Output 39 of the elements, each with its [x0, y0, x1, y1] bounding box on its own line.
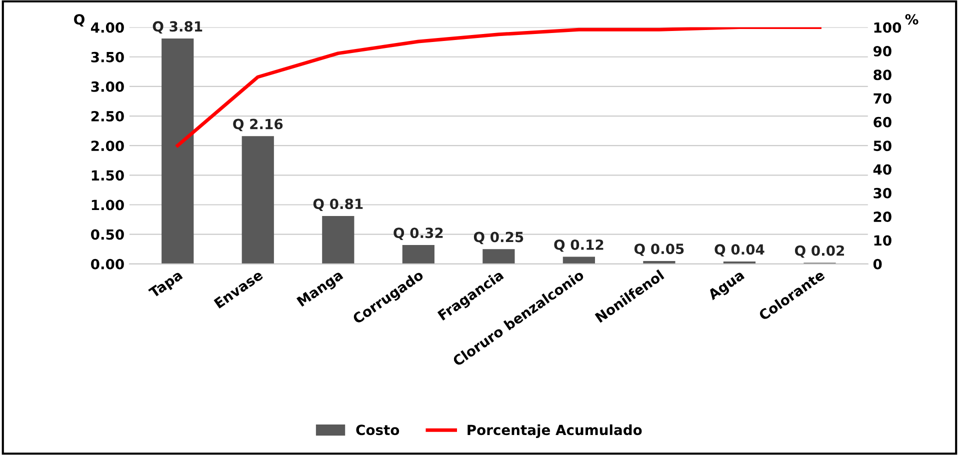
- bar: [322, 216, 354, 264]
- y2-tick-label: 10: [874, 235, 892, 246]
- y2-tick-label: 40: [873, 164, 892, 175]
- y-tick-label: 4.00: [90, 22, 124, 33]
- y-tick-label: 2.50: [91, 110, 124, 122]
- y2-tick-label: 90: [873, 46, 892, 56]
- y-tick-label: 0.50: [91, 229, 124, 240]
- data-label: Q 0.12: [554, 239, 604, 252]
- y2-tick-label: 60: [874, 116, 892, 128]
- bar: [242, 136, 274, 264]
- y-tick-label: 1.50: [92, 170, 124, 181]
- y2-tick-label: 100: [874, 22, 902, 33]
- data-label: Q 3.81: [152, 21, 202, 34]
- data-label: Q 0.04: [714, 244, 764, 257]
- y-tick-label: 3.00: [91, 81, 124, 92]
- data-label: Q 0.81: [313, 198, 363, 211]
- y-tick-label: 0.00: [91, 258, 124, 270]
- y-tick-label: 2.00: [91, 140, 124, 152]
- bar: [562, 256, 595, 264]
- y2-tick-label: 30: [874, 188, 892, 198]
- y-axis-title: Q: [74, 14, 84, 26]
- y2-tick-label: 0: [873, 258, 882, 270]
- y2-tick-label: 50: [874, 140, 892, 152]
- bar: [162, 38, 194, 264]
- y2-tick-label: 20: [874, 212, 892, 222]
- y2-axis-title: %: [905, 14, 918, 25]
- y-tick-label: 1.00: [92, 200, 124, 210]
- y2-tick-label: 80: [874, 70, 892, 80]
- data-label: Q 0.05: [634, 244, 684, 256]
- bar: [402, 244, 434, 264]
- data-label: Q 0.25: [474, 232, 524, 244]
- y2-tick-label: 70: [874, 93, 892, 104]
- data-label: Q 2.16: [233, 118, 283, 132]
- legend-label: Porcentaje Acumulado: [468, 424, 642, 438]
- legend-label: Costo: [356, 424, 400, 436]
- data-label: Q 0.32: [394, 228, 443, 240]
- y-tick-label: 3.50: [91, 52, 124, 62]
- data-label: Q 0.02: [794, 245, 844, 258]
- bar: [482, 249, 515, 264]
